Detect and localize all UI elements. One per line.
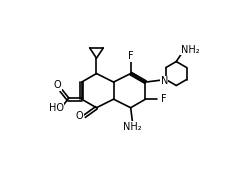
Text: N: N <box>161 76 168 86</box>
Text: NH₂: NH₂ <box>181 45 199 55</box>
Text: F: F <box>161 94 167 104</box>
Text: F: F <box>128 51 133 61</box>
Text: O: O <box>54 81 62 90</box>
Text: HO: HO <box>48 103 63 113</box>
Text: NH₂: NH₂ <box>123 122 142 131</box>
Text: O: O <box>76 111 83 121</box>
